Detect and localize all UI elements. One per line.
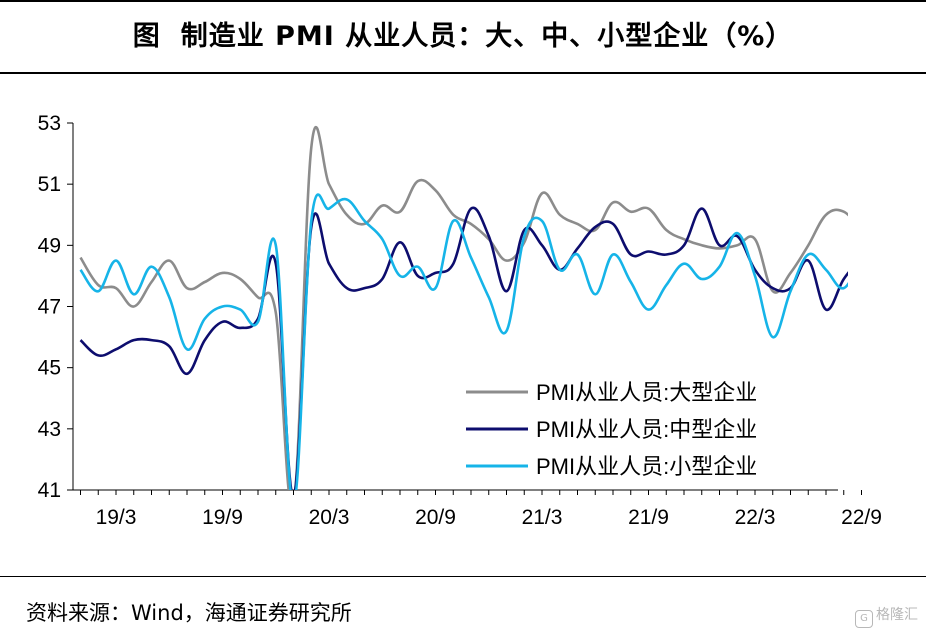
series-line-3 [79,193,848,490]
y-tick-label: 53 [38,112,61,135]
series-line-1 [79,125,848,490]
watermark-logo-icon: G [855,610,873,628]
y-tick-label: 49 [38,234,61,257]
title-text: 制造业 PMI 从业人员：大、中、小型企业（%） [180,21,794,52]
source-note: 资料来源：Wind，海通证券研究所 [26,601,352,625]
x-tick-label: 19/3 [96,506,137,529]
series-line-2 [79,206,848,490]
y-tick-label: 47 [38,296,61,319]
y-tick-label: 41 [38,479,61,502]
top-rule [0,0,926,2]
x-tick-label: 22/3 [735,506,776,529]
watermark-text: 格隆汇 [876,607,918,623]
x-tick-label: 20/3 [309,506,350,529]
title-rule [0,72,926,74]
x-tick-label: 20/9 [415,506,456,529]
watermark: G 格隆汇 [855,604,918,628]
x-tick-label: 19/9 [202,506,243,529]
y-tick-label: 43 [38,418,61,441]
y-tick-label: 45 [38,357,61,380]
legend-label-1: PMI从业人员:大型企业 [536,380,757,405]
source-rule [0,576,926,577]
x-tick-label: 21/3 [522,506,563,529]
x-tick-label: 22/9 [841,506,882,529]
legend-label-3: PMI从业人员:小型企业 [536,454,757,479]
figure-label: 图 [132,21,161,52]
y-tick-label: 51 [38,173,61,196]
chart-title: 图制造业 PMI 从业人员：大、中、小型企业（%） [0,14,926,53]
pmi-line-chart: 41 43 45 47 49 51 53 19/3 19/9 20/3 20/9 21/3 21/9 22… [38,112,882,529]
legend-label-2: PMI从业人员:中型企业 [536,417,757,442]
x-tick-label: 21/9 [628,506,669,529]
